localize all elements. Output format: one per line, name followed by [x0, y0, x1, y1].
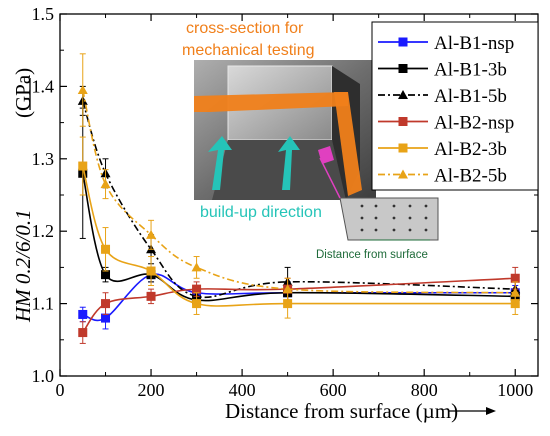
x-tick-label: 0: [56, 380, 65, 400]
legend-marker: [398, 64, 408, 73]
data-point: [100, 179, 111, 189]
data-point: [78, 309, 88, 319]
y-tick-label: 1.0: [32, 366, 55, 386]
legend-label: Al-B1-3b: [434, 60, 507, 81]
x-axis-title-arrowhead: [486, 407, 496, 415]
annotation-build-up: build-up direction: [200, 204, 322, 221]
legend-marker: [398, 90, 408, 99]
inset-photo: [194, 60, 376, 200]
data-point: [192, 284, 202, 294]
series-Al-B2-3b: [78, 136, 520, 319]
data-point: [146, 266, 156, 276]
legend-marker: [398, 143, 408, 153]
legend-label: Al-B2-nsp: [434, 113, 514, 134]
build-up-arrows: [208, 136, 300, 190]
y-tick-label: 1.1: [32, 294, 55, 314]
series-line: [81, 89, 516, 294]
annotation-cross-section-line2: mechanical testing: [182, 42, 315, 59]
data-point: [77, 85, 88, 95]
legend: Al-B1-nsp Al-B1-3b Al-B1-5b Al-B2-nsp Al-B2-…: [371, 21, 539, 191]
data-point: [510, 273, 520, 283]
data-point: [283, 299, 293, 309]
data-point: [101, 270, 111, 280]
data-point: [78, 161, 88, 171]
y-tick-label: 1.2: [32, 221, 55, 241]
y-tick-label: 1.3: [32, 149, 55, 169]
data-point: [191, 262, 202, 272]
data-point: [146, 291, 156, 301]
series-Al-B2-5b: [77, 53, 521, 305]
data-point: [510, 287, 521, 297]
x-tick-label: 1000: [497, 380, 533, 400]
x-tick-label: 200: [138, 380, 165, 400]
data-point: [78, 328, 88, 338]
series-line: [81, 173, 516, 302]
legend-label: Al-B1-5b: [434, 86, 507, 107]
annotation-distance: Distance from surface: [316, 249, 428, 261]
data-point: [146, 229, 157, 239]
legend-label: Al-B2-3b: [434, 139, 507, 160]
data-point: [192, 299, 202, 309]
data-point: [282, 284, 293, 294]
x-tick-label: 600: [320, 380, 347, 400]
y-tick-label: 1.5: [32, 4, 55, 24]
legend-marker: [398, 37, 408, 47]
data-point: [101, 313, 111, 323]
data-point: [101, 299, 111, 309]
x-tick-label: 400: [229, 380, 256, 400]
legend-label: Al-B2-5b: [434, 166, 507, 187]
legend-box: [371, 21, 539, 191]
y-axis-unit: (GPa): [11, 68, 35, 118]
data-point: [101, 244, 111, 254]
x-tick-label: 800: [411, 380, 438, 400]
legend-label: Al-B1-nsp: [434, 33, 514, 54]
legend-marker: [398, 169, 408, 179]
y-axis-title: HM 0.2/6/0.1: [11, 209, 35, 323]
series-Al-B1-nsp: [78, 266, 520, 330]
x-axis-title: Distance from surface (µm): [225, 399, 458, 423]
legend-marker: [398, 117, 408, 126]
y-tick-label: 1.4: [32, 76, 55, 96]
specimen-schematic: [319, 157, 439, 241]
annotation-cross-section-line1: cross-section for: [186, 20, 304, 37]
series-line: [82, 277, 516, 334]
